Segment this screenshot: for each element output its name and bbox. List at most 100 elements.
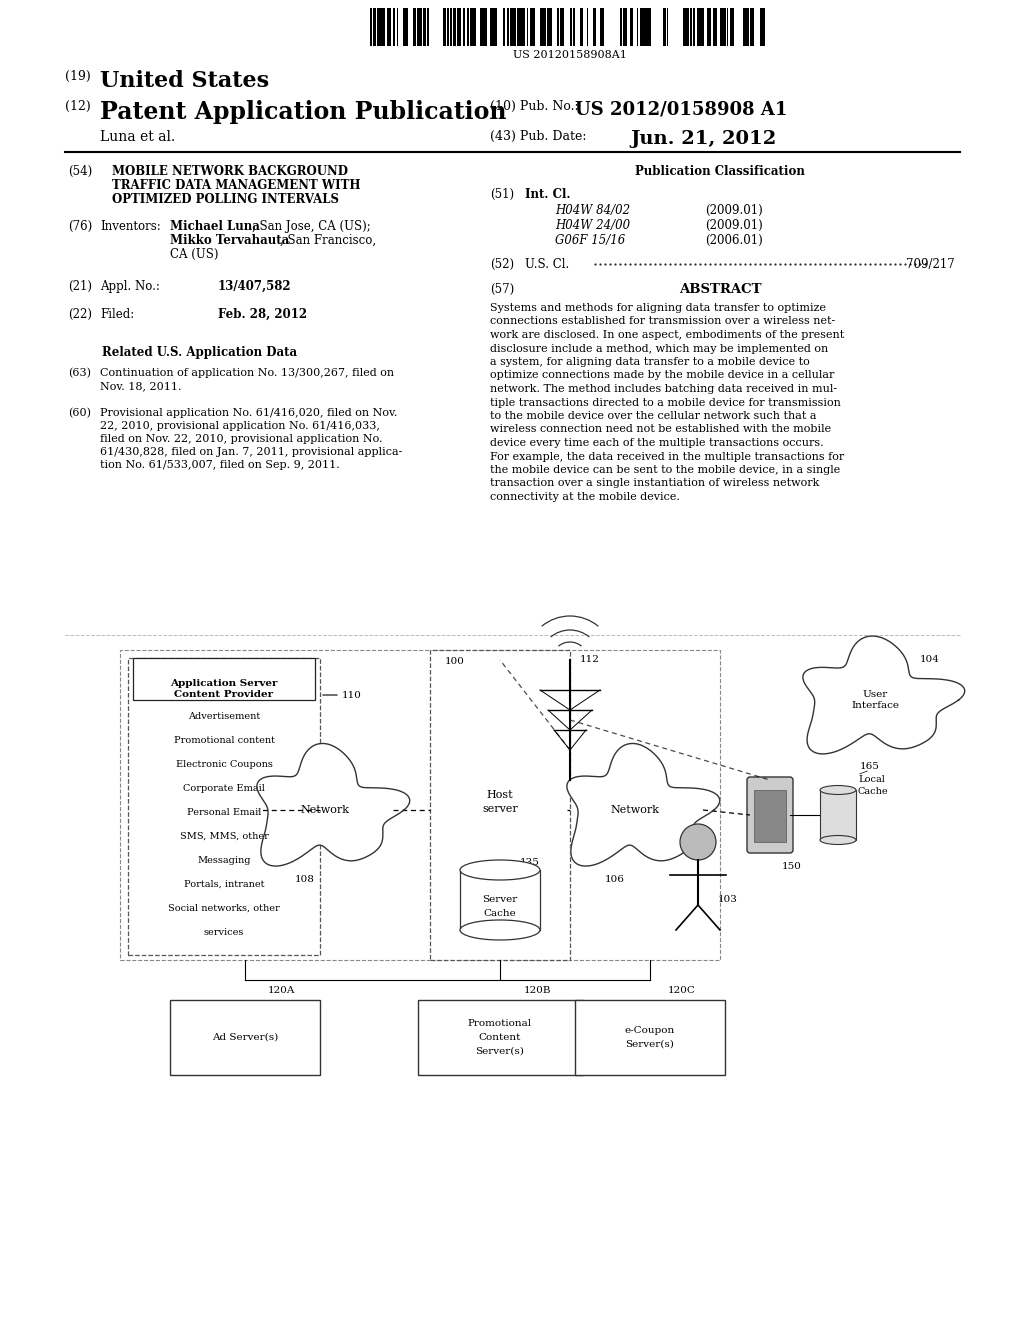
Text: Content: Content — [479, 1034, 521, 1041]
Text: 112: 112 — [580, 655, 600, 664]
Bar — [517, 8, 522, 46]
Text: 22, 2010, provisional application No. 61/416,033,: 22, 2010, provisional application No. 61… — [100, 421, 380, 432]
Text: OPTIMIZED POLLING INTERVALS: OPTIMIZED POLLING INTERVALS — [112, 193, 339, 206]
Text: tiple transactions directed to a mobile device for transmission: tiple transactions directed to a mobile … — [490, 397, 841, 408]
Text: U.S. Cl.: U.S. Cl. — [525, 257, 569, 271]
Bar — [630, 8, 633, 46]
Text: Network: Network — [300, 805, 349, 814]
Bar — [637, 8, 638, 46]
Text: disclosure include a method, which may be implemented on: disclosure include a method, which may b… — [490, 343, 828, 354]
Text: , San Francisco,: , San Francisco, — [280, 234, 376, 247]
Text: 150: 150 — [782, 862, 802, 871]
Text: (10) Pub. No.:: (10) Pub. No.: — [490, 100, 579, 114]
Text: Appl. No.:: Appl. No.: — [100, 280, 160, 293]
Text: Promotional: Promotional — [468, 1019, 532, 1028]
Text: 13/407,582: 13/407,582 — [218, 280, 292, 293]
Bar — [510, 8, 514, 46]
Text: 120B: 120B — [524, 986, 552, 995]
Bar — [513, 8, 516, 46]
Text: TRAFFIC DATA MANAGEMENT WITH: TRAFFIC DATA MANAGEMENT WITH — [112, 180, 360, 191]
Text: Server(s): Server(s) — [475, 1047, 524, 1056]
Text: Patent Application Publication: Patent Application Publication — [100, 100, 507, 124]
Bar — [544, 8, 546, 46]
Bar — [707, 8, 711, 46]
Text: (2009.01): (2009.01) — [705, 219, 763, 232]
Bar — [760, 8, 764, 46]
Bar — [547, 8, 551, 46]
Text: Int. Cl.: Int. Cl. — [525, 187, 570, 201]
Text: CA (US): CA (US) — [170, 248, 218, 261]
Bar — [480, 8, 486, 46]
Text: (22): (22) — [68, 308, 92, 321]
Text: Filed:: Filed: — [100, 308, 134, 321]
Text: Messaging: Messaging — [198, 855, 251, 865]
Polygon shape — [257, 743, 410, 866]
Text: (60): (60) — [68, 408, 91, 418]
Bar — [643, 8, 647, 46]
Text: Inventors:: Inventors: — [100, 220, 161, 234]
Text: Systems and methods for aligning data transfer to optimize: Systems and methods for aligning data tr… — [490, 304, 826, 313]
Text: , San Jose, CA (US);: , San Jose, CA (US); — [252, 220, 371, 234]
Bar — [387, 8, 391, 46]
FancyBboxPatch shape — [133, 657, 315, 700]
Bar — [494, 8, 498, 46]
Bar — [407, 8, 409, 46]
Text: H04W 84/02: H04W 84/02 — [555, 205, 630, 216]
Text: to the mobile device over the cellular network such that a: to the mobile device over the cellular n… — [490, 411, 816, 421]
Ellipse shape — [460, 861, 540, 880]
Text: ABSTRACT: ABSTRACT — [679, 282, 761, 296]
Bar — [664, 8, 666, 46]
Text: optimize connections made by the mobile device in a cellular: optimize connections made by the mobile … — [490, 371, 835, 380]
FancyBboxPatch shape — [430, 649, 570, 960]
Bar — [417, 8, 421, 46]
Bar — [534, 8, 535, 46]
Text: MOBILE NETWORK BACKGROUND: MOBILE NETWORK BACKGROUND — [112, 165, 348, 178]
Text: (21): (21) — [68, 280, 92, 293]
Text: (12): (12) — [65, 100, 91, 114]
Text: SMS, MMS, other: SMS, MMS, other — [179, 832, 268, 841]
Text: 108: 108 — [295, 875, 314, 884]
Bar — [427, 8, 429, 46]
Text: connections established for transmission over a wireless net-: connections established for transmission… — [490, 317, 836, 326]
Text: wireless connection need not be established with the mobile: wireless connection need not be establis… — [490, 425, 831, 434]
Bar — [723, 8, 726, 46]
Bar — [570, 8, 571, 46]
Bar — [667, 8, 669, 46]
Text: Cache: Cache — [858, 787, 889, 796]
Bar — [460, 870, 540, 931]
Text: tion No. 61/533,007, filed on Sep. 9, 2011.: tion No. 61/533,007, filed on Sep. 9, 20… — [100, 459, 340, 470]
Text: transaction over a single instantiation of wireless network: transaction over a single instantiation … — [490, 479, 819, 488]
Bar — [370, 8, 372, 46]
Bar — [763, 8, 765, 46]
Text: G06F 15/16: G06F 15/16 — [555, 234, 626, 247]
Bar — [730, 8, 734, 46]
Text: Portals, intranet: Portals, intranet — [183, 880, 264, 888]
Bar — [504, 8, 505, 46]
Bar — [690, 8, 691, 46]
Text: (57): (57) — [490, 282, 514, 296]
Text: Electronic Coupons: Electronic Coupons — [175, 760, 272, 770]
Text: Ad Server(s): Ad Server(s) — [212, 1034, 279, 1041]
Text: Content Provider: Content Provider — [174, 690, 273, 700]
Bar — [374, 8, 376, 46]
Bar — [693, 8, 695, 46]
Text: Host: Host — [486, 789, 513, 800]
Bar — [696, 8, 702, 46]
Bar — [507, 8, 509, 46]
Bar — [393, 8, 395, 46]
Text: network. The method includes batching data received in mul-: network. The method includes batching da… — [490, 384, 838, 393]
Text: 110: 110 — [342, 690, 361, 700]
Bar — [420, 8, 422, 46]
Bar — [463, 8, 465, 46]
Text: US 20120158908A1: US 20120158908A1 — [513, 50, 627, 59]
Text: US 2012/0158908 A1: US 2012/0158908 A1 — [575, 100, 787, 117]
Text: Advertisement: Advertisement — [187, 711, 260, 721]
Bar — [727, 8, 728, 46]
Bar — [523, 8, 525, 46]
Text: server: server — [482, 804, 518, 814]
Text: e-Coupon: e-Coupon — [625, 1026, 675, 1035]
Bar — [526, 8, 528, 46]
Bar — [530, 8, 534, 46]
Bar — [593, 8, 596, 46]
Text: the mobile device can be sent to the mobile device, in a single: the mobile device can be sent to the mob… — [490, 465, 841, 475]
